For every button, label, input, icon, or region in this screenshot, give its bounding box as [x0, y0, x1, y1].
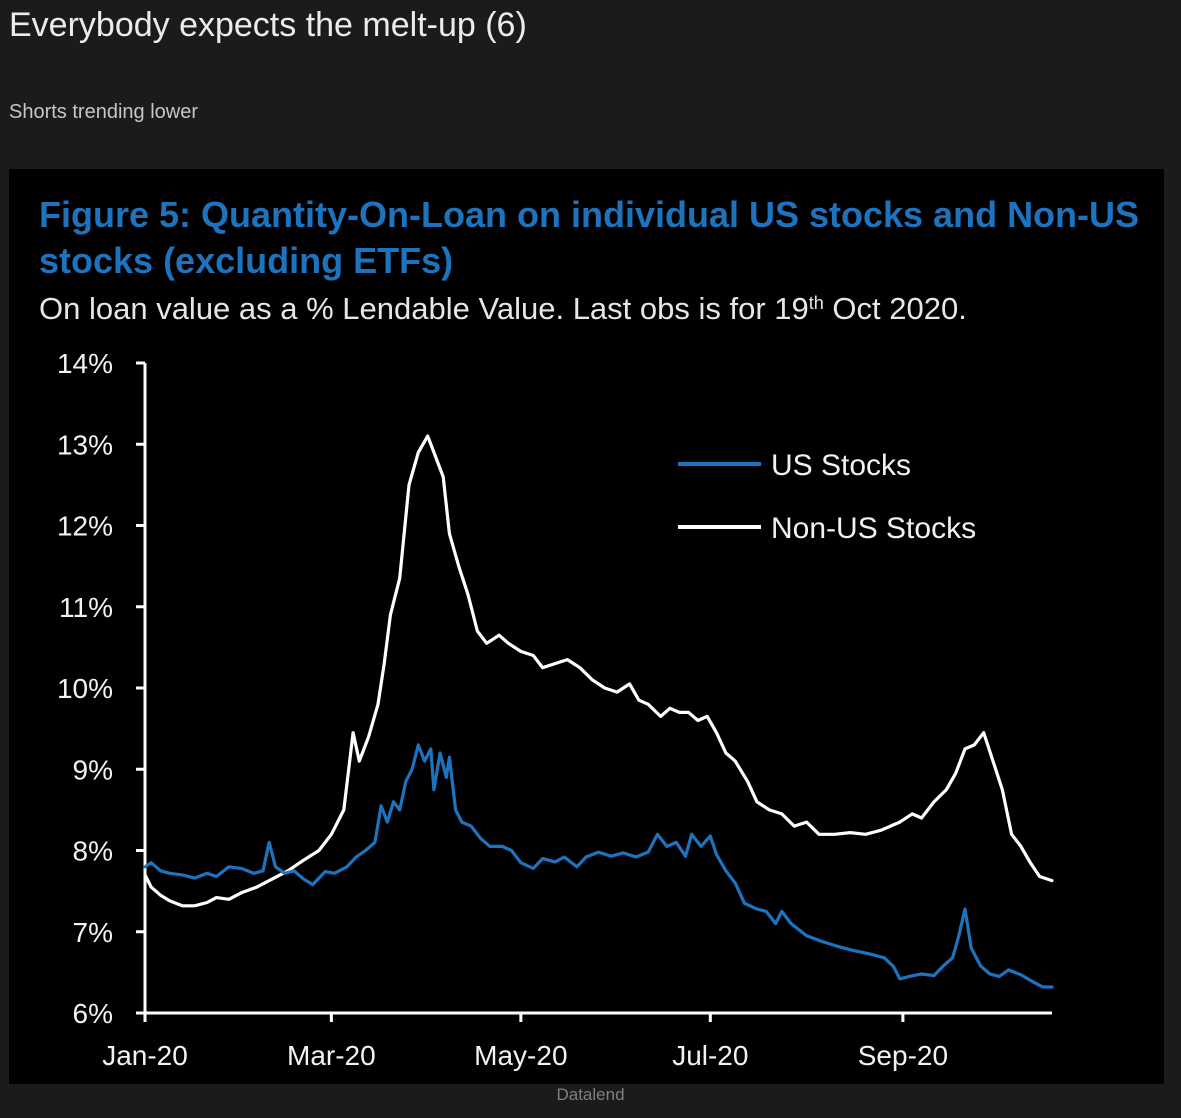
legend-label: US Stocks — [771, 449, 911, 482]
y-tick-label: 9% — [73, 754, 113, 785]
x-tick-label: Jul-20 — [672, 1040, 748, 1071]
legend: US Stocks Non-US Stocks — [678, 449, 976, 545]
figure-subtitle-sup: th — [809, 293, 824, 313]
y-tick-label: 14% — [57, 348, 113, 379]
source-caption: Datalend — [556, 1085, 625, 1104]
figure-subtitle: On loan value as a % Lendable Value. Las… — [39, 291, 967, 326]
line-chart: Figure 5: Quantity-On-Loan on individual… — [39, 194, 1139, 1071]
series-layer — [143, 434, 1054, 989]
y-tick-label: 6% — [73, 998, 113, 1029]
y-tick-label: 11% — [59, 592, 113, 623]
figure-title-line2: stocks (excluding ETFs) — [39, 240, 453, 281]
legend-label: Non-US Stocks — [771, 512, 976, 545]
page-title: Everybody expects the melt-up (6) — [9, 6, 527, 44]
figure-title-line1: Figure 5: Quantity-On-Loan on individual… — [39, 194, 1139, 235]
y-tick-label: 12% — [57, 511, 113, 542]
chart-panel: Figure 5: Quantity-On-Loan on individual… — [9, 169, 1164, 1084]
axes: 6% 7% 8% 9% 10% 11% 12% 13% 14% Jan-20 Mar-20 May-2… — [57, 348, 1052, 1071]
x-tick-label: Sep-20 — [858, 1040, 948, 1071]
series-line-us-stocks — [143, 743, 1054, 989]
x-tick-label: May-20 — [474, 1040, 567, 1071]
y-tick-label: 7% — [73, 917, 113, 948]
y-tick-label: 8% — [73, 836, 113, 867]
figure-subtitle-main: On loan value as a % Lendable Value. Las… — [39, 291, 809, 326]
figure-subtitle-tail: Oct 2020. — [824, 291, 967, 326]
y-tick-label: 13% — [57, 429, 113, 460]
y-tick-label: 10% — [57, 673, 113, 704]
series-line-non-us-stocks — [143, 434, 1054, 908]
x-tick-label: Mar-20 — [287, 1040, 376, 1071]
x-tick-label: Jan-20 — [102, 1040, 188, 1071]
page-subtitle: Shorts trending lower — [9, 101, 198, 123]
